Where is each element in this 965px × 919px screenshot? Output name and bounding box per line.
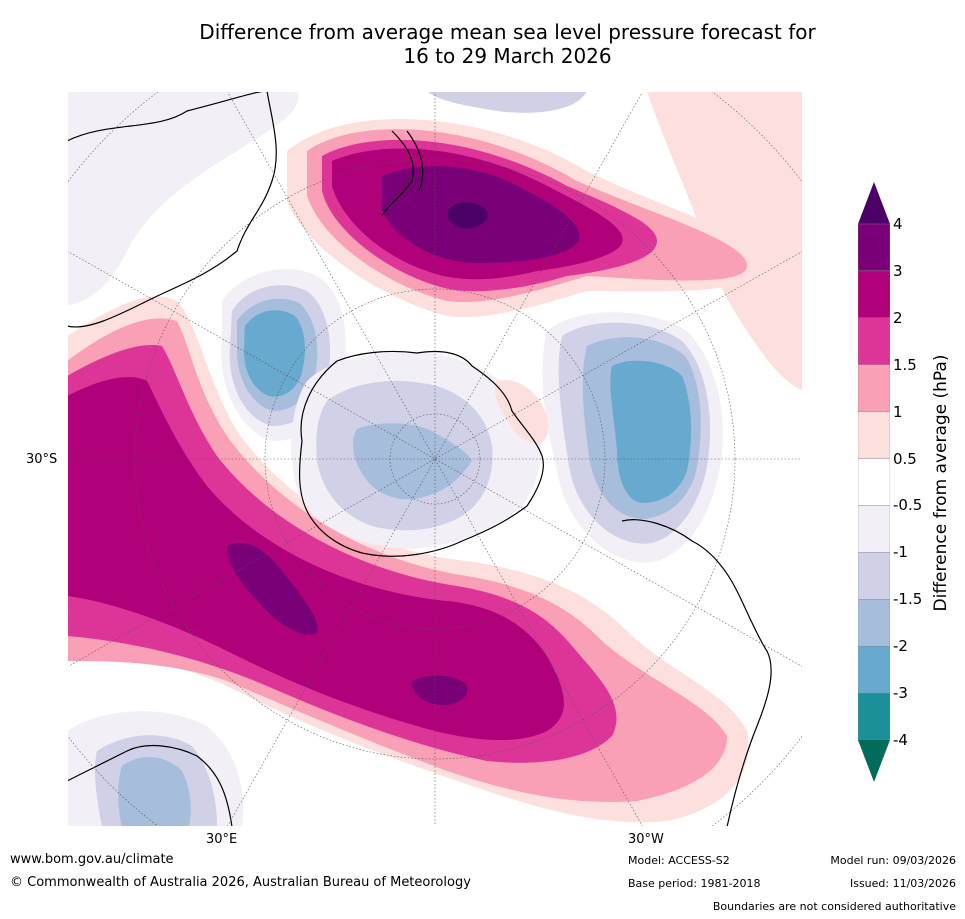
anomaly-region-antarctica-neg-1p5: [352, 423, 472, 500]
lat-label-30s: 30°S: [26, 452, 58, 467]
colorbar-segment-2_to_3: [858, 270, 890, 319]
colorbar-label: -3: [893, 684, 908, 703]
colorbar-title: Difference from average (hPa): [931, 354, 951, 612]
colorbar-label: -1: [893, 543, 908, 562]
footer-copyright: © Commonwealth of Australia 2026, Austra…: [10, 875, 471, 890]
anomaly-region-nz-4: [447, 202, 488, 229]
colorbar-segment-m4_to_m3: [858, 692, 890, 741]
colorbar-segment-neutral: [858, 458, 890, 506]
colorbar-label: 2: [893, 308, 903, 327]
anomaly-region-top-weak-negative: [427, 91, 587, 113]
lon-label-30w: 30°W: [628, 832, 664, 847]
coastline-new-zealand: [381, 130, 424, 217]
title-line-2: 16 to 29 March 2026: [403, 44, 612, 68]
anomaly-region-w-neg-2: [243, 310, 305, 397]
coastline-south-america: [621, 519, 772, 827]
footer-disclaimer: Boundaries are not considered authoritat…: [712, 900, 956, 913]
colorbar-segments: [858, 223, 890, 741]
colorbar-label: 4: [893, 215, 903, 233]
colorbar-label: -1.5: [893, 590, 923, 609]
colorbar-label: 1: [893, 402, 903, 421]
coastline-africa: [67, 745, 233, 827]
chart-title: Difference from average mean sea level p…: [0, 20, 965, 68]
colorbar-segment-m3_to_m2: [858, 645, 890, 694]
anomaly-region-peninsula-0p5: [494, 380, 549, 444]
polar-map: [67, 91, 803, 827]
colorbar-extend-bottom: [858, 740, 890, 782]
footer-base-period: Base period: 1981-2018: [628, 877, 761, 890]
coastline-australia: [67, 91, 277, 328]
map-svg: [67, 91, 803, 827]
footer-issued: Issued: 11/03/2026: [849, 877, 956, 890]
anomaly-region-sw-3a: [227, 542, 318, 635]
graticule: [67, 91, 803, 827]
anomaly-region-sw-3b: [412, 675, 468, 706]
colorbar: [858, 182, 890, 782]
colorbar-segment-1.5_to_2: [858, 317, 890, 365]
coastline-antarctica: [298, 350, 544, 557]
anomaly-region-nw-weak-negative: [67, 91, 299, 306]
footer-website[interactable]: www.bom.gov.au/climate: [10, 852, 174, 867]
footer-model-run: Model run: 09/03/2026: [830, 854, 956, 867]
lon-label-30e: 30°E: [206, 832, 238, 847]
anomaly-region-e-neg-2: [610, 360, 692, 503]
colorbar-segment-m1.5_to_m1: [858, 552, 890, 600]
colorbar-segment-0.5_to_1: [858, 411, 890, 459]
colorbar-label: 3: [893, 261, 903, 280]
colorbar-segment-m2_to_m1.5: [858, 599, 890, 647]
colorbar-label: -0.5: [893, 496, 923, 515]
colorbar-label: -2: [893, 637, 908, 656]
colorbar-segment-m1_to_m0.5: [858, 505, 890, 553]
colorbar-extend-top: [858, 182, 890, 224]
footer-model: Model: ACCESS-S2: [628, 854, 730, 867]
colorbar-segment-1_to_1.5: [858, 364, 890, 412]
colorbar-label: 0.5: [893, 449, 917, 468]
coastlines: [67, 91, 772, 827]
colorbar-label: 1.5: [893, 355, 917, 374]
anomaly-region-sw-corner-neg-1p5: [118, 756, 191, 827]
colorbar-segment-3_to_4: [858, 223, 890, 272]
title-line-1: Difference from average mean sea level p…: [199, 20, 816, 44]
anomaly-region-sw-2: [67, 376, 564, 741]
colorbar-label: -4: [893, 731, 908, 749]
